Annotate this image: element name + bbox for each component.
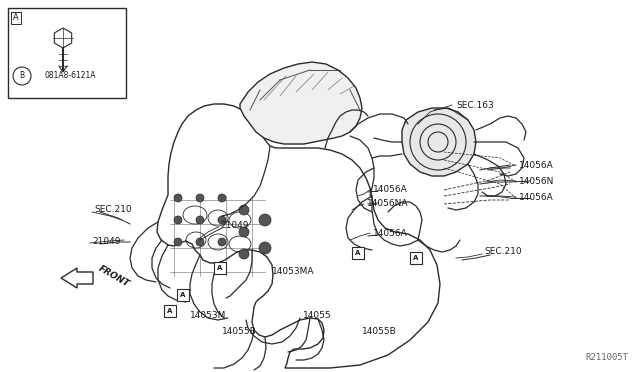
Text: FRONT: FRONT	[97, 263, 131, 288]
Text: 21049: 21049	[220, 221, 248, 230]
Text: 14055B: 14055B	[362, 327, 397, 337]
Text: 14055: 14055	[303, 311, 332, 321]
Polygon shape	[240, 62, 362, 144]
Circle shape	[239, 205, 249, 215]
Circle shape	[218, 216, 226, 224]
Text: SEC.210: SEC.210	[94, 205, 132, 215]
Circle shape	[196, 194, 204, 202]
Text: R211005T: R211005T	[585, 353, 628, 362]
Circle shape	[218, 238, 226, 246]
Text: A: A	[218, 265, 223, 271]
Text: A: A	[13, 13, 19, 22]
Bar	[352, 247, 364, 259]
Circle shape	[196, 238, 204, 246]
Circle shape	[218, 194, 226, 202]
Bar	[214, 262, 226, 274]
Text: A: A	[180, 292, 186, 298]
Circle shape	[196, 216, 204, 224]
Bar	[164, 305, 176, 317]
Text: SEC.163: SEC.163	[456, 100, 493, 109]
Text: 14056A: 14056A	[373, 186, 408, 195]
Polygon shape	[54, 28, 72, 48]
Polygon shape	[157, 104, 440, 368]
Bar	[410, 252, 422, 264]
Text: 14053MA: 14053MA	[272, 266, 314, 276]
Bar	[8, 8, 126, 98]
Circle shape	[259, 242, 271, 254]
Text: 081A8-6121A: 081A8-6121A	[44, 71, 96, 80]
Polygon shape	[402, 108, 476, 176]
Circle shape	[239, 249, 249, 259]
Circle shape	[174, 216, 182, 224]
Text: 14055B: 14055B	[222, 327, 257, 337]
Text: 14056N: 14056N	[519, 176, 554, 186]
Text: 14053M: 14053M	[190, 311, 227, 320]
Text: 14056NA: 14056NA	[367, 199, 408, 208]
Text: 14056A: 14056A	[519, 192, 554, 202]
Text: 21049: 21049	[92, 237, 120, 246]
Circle shape	[174, 238, 182, 246]
Text: 14056A: 14056A	[373, 228, 408, 237]
Circle shape	[174, 194, 182, 202]
Polygon shape	[61, 268, 93, 288]
Circle shape	[259, 214, 271, 226]
Text: A: A	[413, 255, 419, 261]
Text: 14056A: 14056A	[519, 160, 554, 170]
Circle shape	[239, 227, 249, 237]
Text: SEC.210: SEC.210	[484, 247, 522, 257]
Text: A: A	[167, 308, 173, 314]
Bar	[177, 289, 189, 301]
Text: B: B	[19, 71, 24, 80]
Text: A: A	[355, 250, 361, 256]
